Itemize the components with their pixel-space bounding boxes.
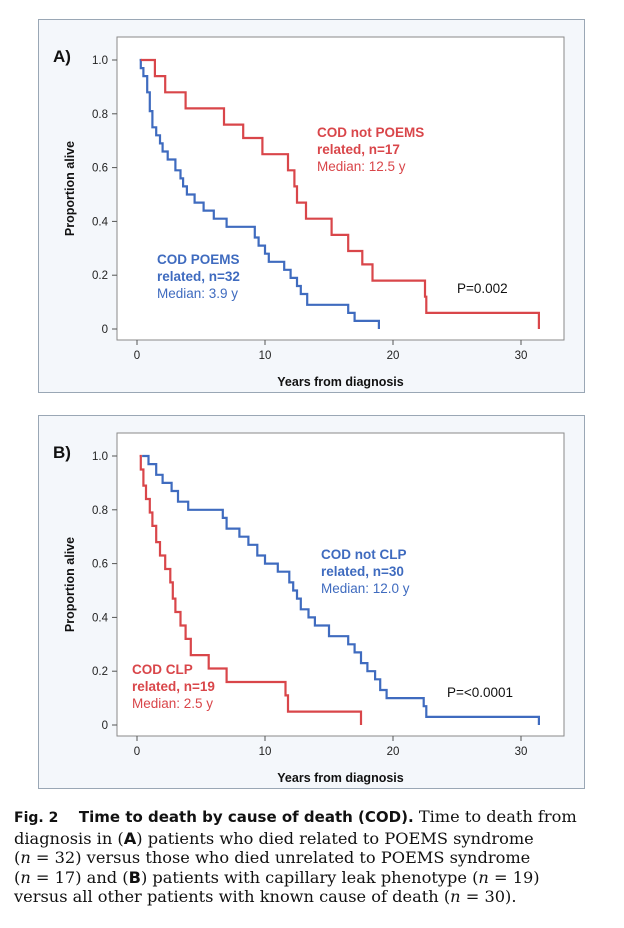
y-axis-label: Proportion alive <box>63 141 77 236</box>
caption-text-1-0: diagnosis in ( <box>14 828 124 848</box>
caption-text-1-1: A <box>123 828 137 848</box>
caption-text-3-3: B <box>128 867 141 887</box>
series-label-0-line-2: Median: 12.0 y <box>321 581 410 596</box>
caption-line-3: (n = 32) versus those who died unrelated… <box>14 848 612 868</box>
caption-text-3-6: = 19) <box>488 867 540 887</box>
panel-label: A) <box>53 47 71 66</box>
series-label-0-line-1: related, n=30 <box>321 564 404 579</box>
y-tick-label: 0.6 <box>92 163 108 175</box>
caption-text-0-0: Time to death from <box>418 807 577 826</box>
y-tick-label: 0.2 <box>92 270 108 282</box>
survival-curve-series-0 <box>142 454 540 725</box>
survival-curve-series-1 <box>140 58 540 329</box>
figure-caption: Fig. 2 Time to death by cause of death (… <box>14 807 612 907</box>
series-label-1-line-2: Median: 2.5 y <box>132 696 213 711</box>
plot-frame <box>116 36 565 341</box>
series-label-1-line-0: COD CLP <box>132 662 193 677</box>
y-tick-label: 0 <box>102 324 108 336</box>
series-label-1-line-0: COD not POEMS <box>317 125 424 140</box>
caption-text-4-1: n <box>450 887 461 907</box>
x-tick-label: 20 <box>387 350 400 362</box>
series-label-0-line-0: COD POEMS <box>157 252 240 267</box>
survival-curve-series-0 <box>139 58 380 329</box>
caption-text-3-4: ) patients with capillary leak phenotype… <box>140 867 479 887</box>
x-tick-label: 10 <box>259 350 272 362</box>
caption-line-4: (n = 17) and (B) patients with capillary… <box>14 868 612 888</box>
panel-label: B) <box>53 443 71 462</box>
caption-line-2: diagnosis in (A) patients who died relat… <box>14 829 612 849</box>
panel-b: B) 0 0.2 0.4 0.6 0.8 1.0 0 10 20 30 Years from diag… <box>38 415 585 789</box>
caption-text-4-2: = 30). <box>460 887 517 907</box>
caption-text-1-2: ) patients who died related to POEMS syn… <box>136 828 534 848</box>
series-label-0-line-1: related, n=32 <box>157 269 240 284</box>
x-tick-label: 0 <box>134 746 140 758</box>
y-tick-label: 1.0 <box>92 55 108 67</box>
y-tick-label: 0.2 <box>92 666 108 678</box>
caption-title: Time to death by cause of death (COD). <box>78 808 414 826</box>
caption-text-4-0: versus all other patients with known cau… <box>14 887 451 907</box>
caption-fig-label: Fig. 2 <box>14 810 59 826</box>
km-chart-svg: A) 0 0.2 0.4 0.6 0.8 1.0 0 10 20 30 Years from diag… <box>53 36 565 389</box>
caption-text-3-1: n <box>20 867 31 887</box>
series-label-1-line-1: related, n=19 <box>132 679 215 694</box>
caption-line-1: Fig. 2 Time to death by cause of death (… <box>14 807 612 829</box>
y-tick-label: 0.4 <box>92 612 109 624</box>
x-tick-label: 30 <box>515 350 528 362</box>
series-label-1-line-2: Median: 12.5 y <box>317 159 406 174</box>
caption-text-3-0: ( <box>14 867 21 887</box>
caption-text-3-5: n <box>478 867 489 887</box>
caption-line-5: versus all other patients with known cau… <box>14 887 612 907</box>
caption-text-2-1: n <box>20 848 31 868</box>
series-label-0-line-0: COD not CLP <box>321 547 407 562</box>
p-value-annotation: P=<0.0001 <box>447 685 513 700</box>
y-tick-label: 0.8 <box>92 109 108 121</box>
x-axis-label: Years from diagnosis <box>277 375 403 389</box>
y-tick-label: 0.8 <box>92 505 108 517</box>
x-axis-label: Years from diagnosis <box>277 771 403 785</box>
series-label-0-line-2: Median: 3.9 y <box>157 286 238 301</box>
x-tick-label: 0 <box>134 350 140 362</box>
x-tick-label: 20 <box>387 746 400 758</box>
series-label-1-line-1: related, n=17 <box>317 142 400 157</box>
y-tick-label: 0.4 <box>92 216 109 228</box>
y-tick-label: 0.6 <box>92 559 108 571</box>
caption-text-2-2: = 32) versus those who died unrelated to… <box>30 848 531 868</box>
km-chart-svg: B) 0 0.2 0.4 0.6 0.8 1.0 0 10 20 30 Years from diag… <box>53 432 565 785</box>
caption-text-3-2: = 17) and ( <box>30 867 129 887</box>
survival-curve-series-1 <box>139 454 363 725</box>
x-tick-label: 10 <box>259 746 272 758</box>
y-tick-label: 0 <box>102 720 108 732</box>
caption-text-2-0: ( <box>14 848 21 868</box>
y-tick-label: 1.0 <box>92 451 108 463</box>
panel-a: A) 0 0.2 0.4 0.6 0.8 1.0 0 10 20 30 Years from diag… <box>38 19 585 393</box>
plot-frame <box>116 432 565 737</box>
p-value-annotation: P=0.002 <box>457 281 508 296</box>
x-tick-label: 30 <box>515 746 528 758</box>
y-axis-label: Proportion alive <box>63 537 77 632</box>
